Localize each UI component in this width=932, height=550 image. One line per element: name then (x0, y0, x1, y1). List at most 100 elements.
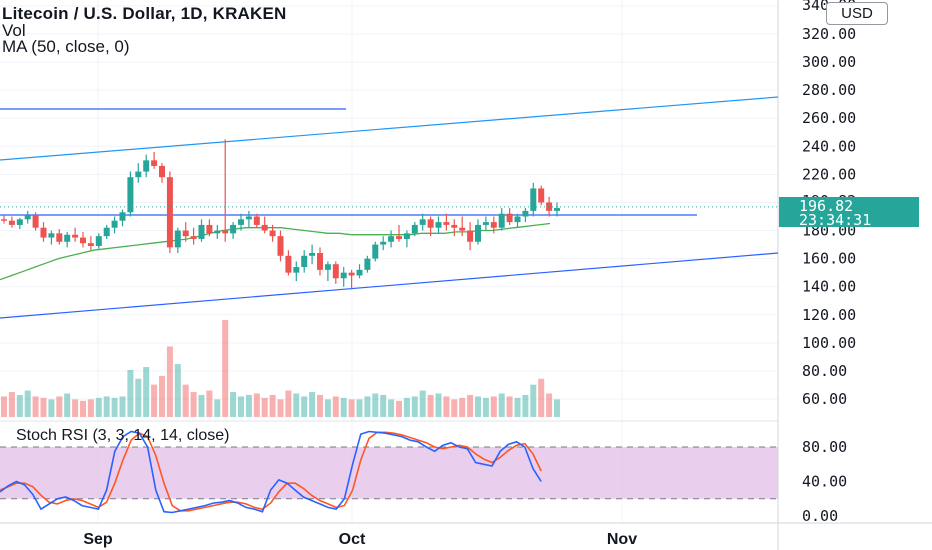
volume-bar (174, 364, 181, 417)
candle-body (8, 220, 15, 225)
volume-bar (151, 384, 158, 417)
volume-bar (443, 396, 450, 417)
stoch-rsi-lines (0, 430, 542, 514)
candle-body (467, 230, 474, 242)
volume-bar (64, 393, 71, 417)
candle-body (166, 177, 173, 248)
candle-body (459, 227, 466, 231)
candle-body (119, 212, 126, 221)
price-axis-label: 120.00 (802, 306, 856, 324)
time-axis-label: Oct (339, 531, 366, 548)
candle-body (506, 213, 513, 223)
volume-bar (530, 384, 537, 417)
symbol-title[interactable]: Litecoin / U.S. Dollar, 1D, KRAKEN (2, 4, 287, 23)
volume-bar (230, 392, 237, 417)
candle-body (364, 258, 371, 270)
volume-bar (56, 396, 63, 417)
time-axis[interactable]: Sep Oct Nov (83, 531, 637, 548)
volume-bar (80, 400, 86, 417)
volume-bar (546, 393, 553, 417)
volume-bar (238, 396, 244, 417)
price-axis-label: 80.00 (802, 362, 847, 380)
volume-bar (490, 396, 497, 417)
candle-body (475, 224, 481, 242)
ma-legend[interactable]: MA (50, close, 0) (2, 37, 130, 56)
volume-bar (396, 400, 402, 417)
volume-legend[interactable]: Vol (2, 21, 26, 40)
volume-bar (269, 394, 276, 417)
candle-body (135, 171, 142, 178)
volume-bar (16, 394, 23, 417)
volume-bar (427, 394, 434, 417)
volume-bar (506, 396, 513, 417)
price-axis-label: 140.00 (802, 278, 856, 296)
time-axis-label: Sep (83, 531, 113, 548)
volume-bar (127, 369, 134, 417)
candle-body (269, 230, 276, 237)
volume-bars (1, 319, 560, 417)
price-axis-label: 260.00 (802, 109, 856, 127)
bar-countdown: 23:34:31 (799, 211, 872, 229)
candle-body (253, 216, 260, 225)
volume-bar (24, 390, 31, 417)
candles (1, 139, 560, 290)
price-axis-label: 220.00 (802, 165, 856, 183)
volume-bar (475, 396, 481, 417)
volume-bar (261, 397, 268, 417)
candle-body (151, 160, 158, 166)
volume-bar (214, 399, 221, 417)
candle-body (293, 267, 300, 273)
candle-body (206, 224, 213, 234)
candle-body (1, 219, 7, 221)
price-axis[interactable]: 340.00320.00300.00280.00260.00240.00220.… (802, 0, 856, 408)
volume-bar (103, 396, 110, 417)
candle-body (48, 233, 55, 238)
trend-lines[interactable] (0, 96, 779, 319)
candle-body (403, 233, 410, 239)
candle-body (230, 224, 237, 234)
candle-body (356, 269, 363, 276)
volume-bar (95, 397, 102, 417)
candle-body (380, 241, 387, 245)
moving-average-line (0, 222, 551, 281)
volume-bar (48, 399, 55, 417)
volume-bar (111, 397, 118, 417)
volume-bar (253, 393, 260, 417)
candle-body (127, 177, 134, 213)
candle-body (340, 272, 347, 279)
candle-body (87, 243, 94, 246)
candle-body (174, 230, 181, 248)
last-price-value: 196.82 (799, 197, 854, 215)
currency-button[interactable]: USD (826, 2, 888, 25)
price-axis-label: 100.00 (802, 334, 856, 352)
volume-bar (403, 397, 410, 417)
candle-body (372, 244, 379, 259)
volume-bar (482, 397, 489, 417)
volume-bar (514, 397, 521, 417)
volume-bar (143, 367, 150, 417)
volume-bar (372, 393, 379, 417)
volume-bar (467, 394, 474, 417)
candle-body (103, 227, 110, 237)
volume-bar (356, 399, 363, 417)
candle-body (348, 272, 355, 276)
candle-body (427, 219, 434, 228)
candle-body (64, 234, 71, 242)
candle-body (80, 237, 86, 244)
candle-body (482, 222, 489, 225)
volume-bar (309, 392, 316, 417)
candle-body (301, 255, 308, 268)
volume-bar (451, 399, 458, 417)
candle-body (222, 230, 229, 234)
last-price-tag: 196.82 23:34:31 (779, 197, 919, 229)
stoch-rsi-legend[interactable]: Stoch RSI (3, 3, 14, 14, close) (16, 427, 230, 444)
overbought-oversold-band (0, 447, 778, 499)
candle-body (332, 264, 339, 279)
ma50-line (0, 222, 551, 281)
volume-bar (32, 396, 39, 417)
candle-body (324, 264, 331, 270)
price-axis-label: 320.00 (802, 25, 856, 43)
candle-body (238, 219, 244, 225)
